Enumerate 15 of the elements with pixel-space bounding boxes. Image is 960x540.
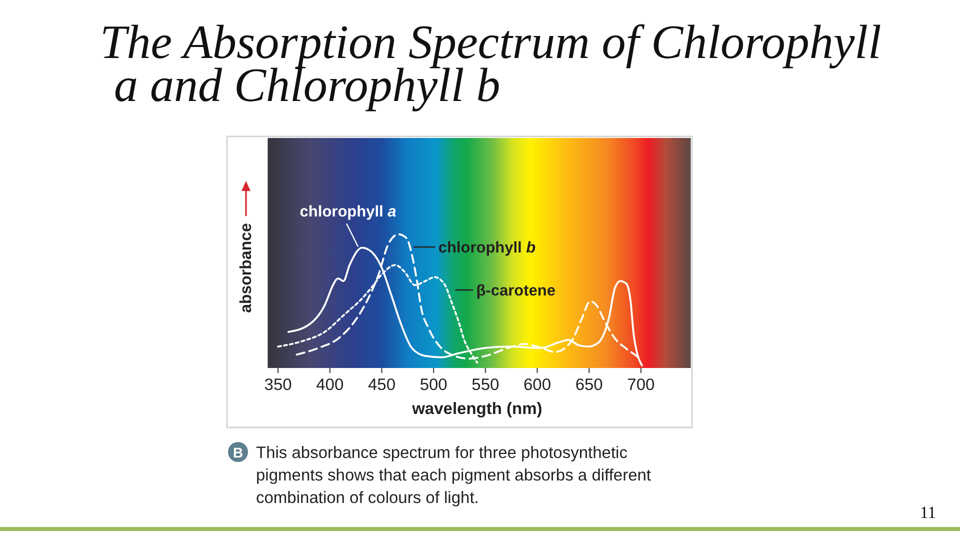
x-tick-label: 400 bbox=[316, 376, 344, 394]
x-tick-label: 350 bbox=[264, 376, 292, 394]
text: chlorophyll a bbox=[300, 204, 397, 221]
x-tick-label: 700 bbox=[627, 376, 655, 394]
text: This absorbance spectrum for three photosynthetic pigments shows that each pigment absorbs a different combination of colours of light. bbox=[256, 444, 652, 507]
y-axis-title: absorbance bbox=[238, 222, 255, 313]
x-axis-title: wavelength (nm) bbox=[411, 400, 542, 418]
x-tick-label: 550 bbox=[472, 376, 500, 394]
x-tick-label: 450 bbox=[368, 376, 396, 394]
chart-title: The Absorption Spectrum of Chlorophyll a and Chlorophyll b bbox=[100, 16, 882, 112]
x-tick-label: 600 bbox=[523, 376, 552, 394]
text: 11 bbox=[920, 503, 936, 522]
x-tick-label: 650 bbox=[575, 376, 603, 394]
x-tick-label: 500 bbox=[420, 376, 448, 394]
text: B bbox=[232, 444, 244, 460]
